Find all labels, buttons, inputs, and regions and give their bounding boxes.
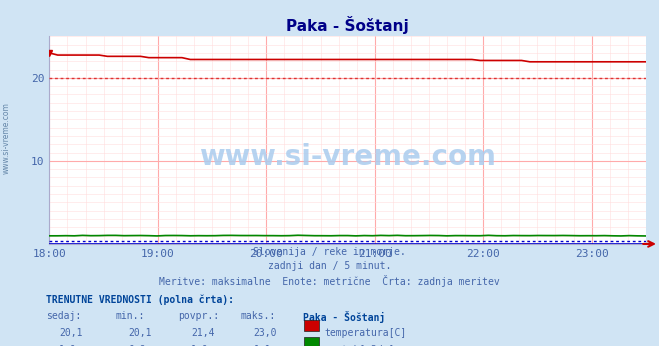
Text: Meritve: maksimalne  Enote: metrične  Črta: zadnja meritev: Meritve: maksimalne Enote: metrične Črta… xyxy=(159,275,500,287)
Text: 20,1: 20,1 xyxy=(59,328,83,338)
Text: zadnji dan / 5 minut.: zadnji dan / 5 minut. xyxy=(268,261,391,271)
Title: Paka - Šoštanj: Paka - Šoštanj xyxy=(286,16,409,34)
Text: Slovenija / reke in morje.: Slovenija / reke in morje. xyxy=(253,247,406,257)
Text: 21,4: 21,4 xyxy=(191,328,215,338)
Text: Paka - Šoštanj: Paka - Šoštanj xyxy=(303,311,386,324)
Text: TRENUTNE VREDNOSTI (polna črta):: TRENUTNE VREDNOSTI (polna črta): xyxy=(46,294,234,304)
Text: temperatura[C]: temperatura[C] xyxy=(324,328,407,338)
Text: 1,0: 1,0 xyxy=(191,345,209,346)
Text: povpr.:: povpr.: xyxy=(178,311,219,321)
Text: min.:: min.: xyxy=(115,311,145,321)
Text: www.si-vreme.com: www.si-vreme.com xyxy=(199,143,496,171)
Text: www.si-vreme.com: www.si-vreme.com xyxy=(2,102,11,174)
Text: pretok[m3/s]: pretok[m3/s] xyxy=(324,345,395,346)
Text: 0,9: 0,9 xyxy=(129,345,146,346)
Text: 23,0: 23,0 xyxy=(254,328,277,338)
Text: sedaj:: sedaj: xyxy=(46,311,81,321)
Text: 1,0: 1,0 xyxy=(59,345,77,346)
Text: maks.:: maks.: xyxy=(241,311,275,321)
Text: 1,1: 1,1 xyxy=(254,345,272,346)
Text: 20,1: 20,1 xyxy=(129,328,152,338)
